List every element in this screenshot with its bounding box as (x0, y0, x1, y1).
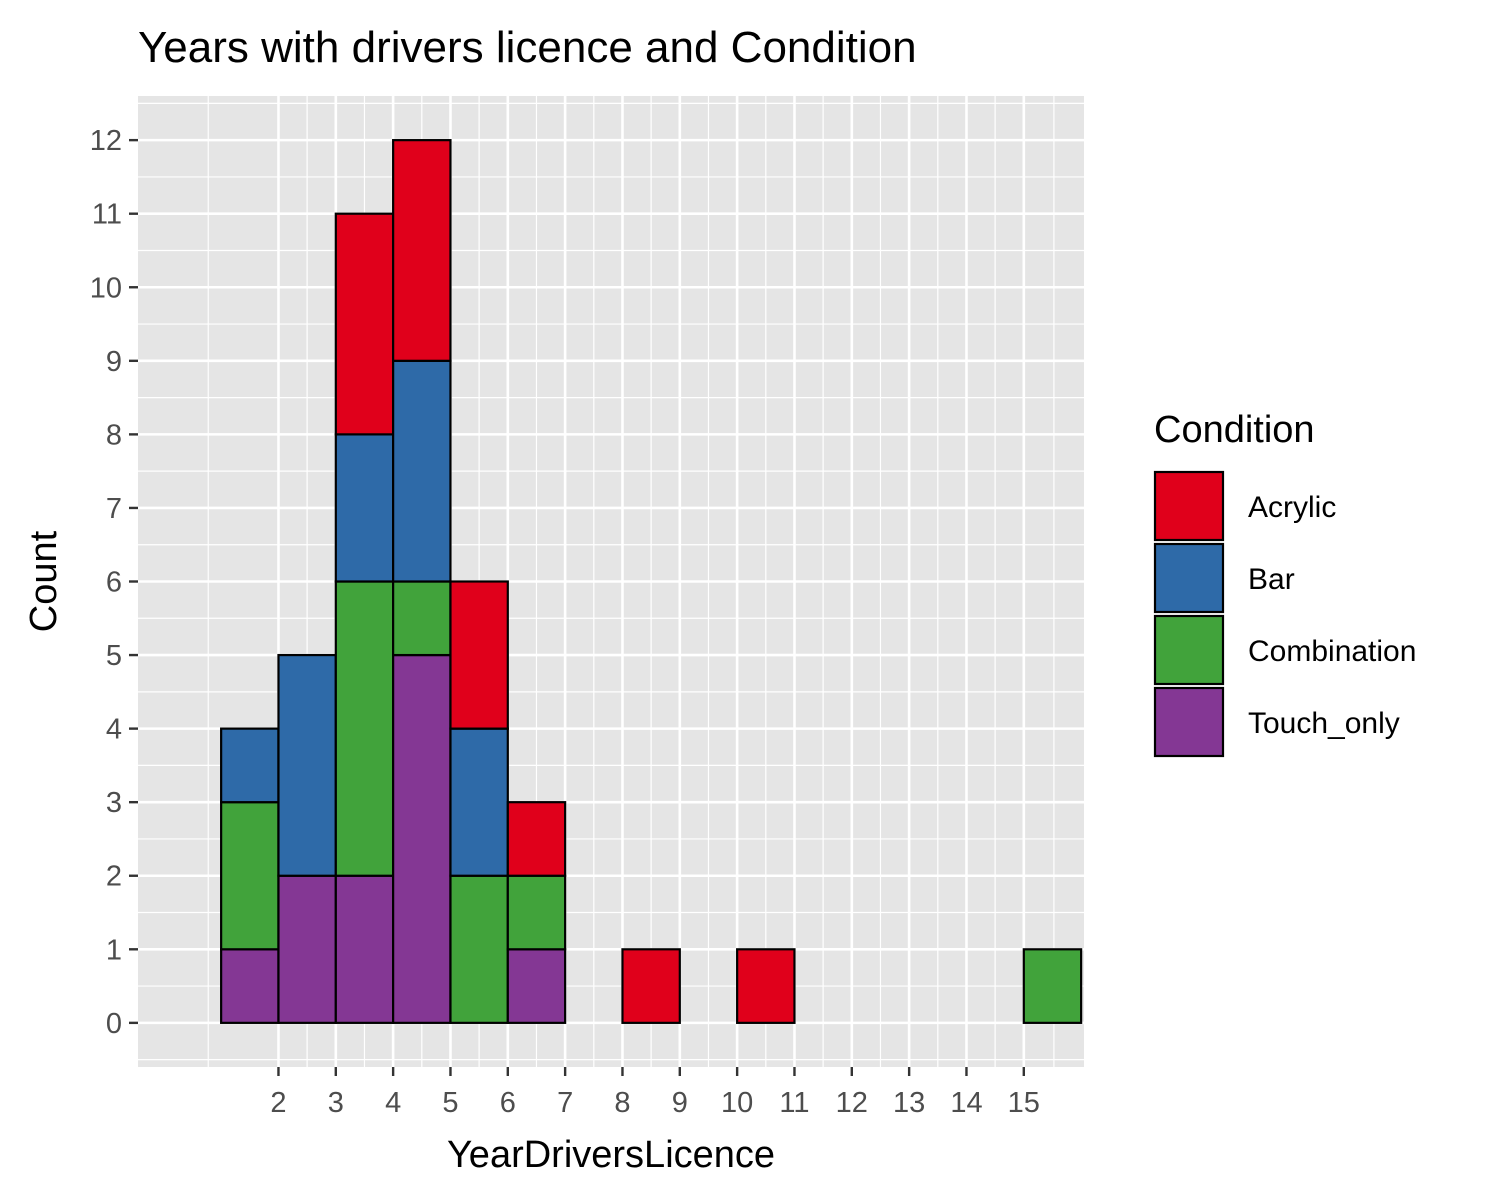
y-tick-label: 10 (90, 272, 122, 304)
bar-segment-touch-only (506, 948, 567, 1024)
bar-segment-acrylic (449, 580, 509, 730)
legend-title: Condition (1154, 409, 1315, 451)
bar-segment-acrylic (736, 948, 796, 1024)
x-tick-label: 13 (893, 1087, 925, 1119)
x-tick-label: 14 (950, 1087, 982, 1119)
x-tick-label: 4 (385, 1087, 401, 1119)
y-tick-label: 2 (106, 861, 122, 893)
y-tick-label: 11 (92, 199, 122, 231)
legend-key-acrylic (1153, 470, 1225, 542)
y-tick-label: 5 (106, 640, 122, 672)
y-tick-label: 4 (106, 714, 122, 746)
x-tick-label: 11 (779, 1087, 809, 1119)
bar-segment-bar (392, 359, 452, 583)
bar-segment-touch-only (277, 874, 337, 1024)
x-tick-label: 12 (836, 1087, 868, 1119)
legend-key-touch-only (1153, 686, 1225, 758)
legend-label: Combination (1248, 635, 1416, 668)
legend-key-combination (1153, 614, 1225, 686)
y-axis-title: Count (23, 530, 65, 632)
bar-segment-touch-only (334, 874, 395, 1024)
legend-key-bar (1153, 542, 1225, 614)
x-tick-label: 3 (328, 1087, 344, 1119)
legend-label: Bar (1248, 563, 1295, 596)
x-tick-label: 2 (270, 1087, 286, 1119)
bar-segment-combination (392, 580, 452, 657)
y-tick-label: 6 (106, 567, 122, 599)
bar-segment-combination (506, 874, 567, 951)
bar-segment-combination (449, 874, 509, 1024)
legend-label: Touch_only (1248, 707, 1400, 740)
y-tick-label: 3 (106, 787, 122, 819)
legend: Condition Acrylic Bar Combination Touch_onl… (1153, 409, 1416, 758)
x-axis: 2 3 4 5 6 7 8 9 10 11 12 13 14 15 (270, 1067, 1040, 1119)
bar-segment-acrylic (621, 948, 681, 1024)
bars (220, 139, 1083, 1024)
bar-segment-bar (220, 727, 280, 804)
y-tick-label: 9 (106, 346, 122, 378)
bar-segment-combination (220, 801, 280, 951)
x-tick-label: 10 (721, 1087, 753, 1119)
bar-segment-bar (277, 653, 337, 877)
legend-label: Acrylic (1248, 491, 1336, 524)
legend-items: Acrylic Bar Combination Touch_only (1153, 470, 1416, 758)
x-tick-label: 7 (557, 1087, 573, 1119)
y-tick-label: 0 (106, 1008, 122, 1040)
x-tick-label: 5 (442, 1087, 458, 1119)
y-tick-label: 1 (106, 934, 122, 966)
bar-segment-acrylic (334, 212, 395, 436)
bar-segment-acrylic (392, 139, 452, 362)
y-tick-label: 7 (106, 493, 122, 525)
bar-segment-combination (1022, 948, 1083, 1024)
x-tick-label: 9 (672, 1087, 688, 1119)
bar-segment-acrylic (506, 801, 567, 877)
x-axis-title: YearDriversLicence (447, 1134, 775, 1176)
bar-segment-bar (334, 433, 395, 583)
bar-segment-bar (449, 727, 509, 877)
bar-segment-touch-only (220, 948, 280, 1024)
x-tick-label: 6 (500, 1087, 516, 1119)
x-tick-label: 8 (614, 1087, 630, 1119)
bar-segment-combination (334, 580, 395, 877)
y-tick-label: 8 (106, 419, 122, 451)
x-tick-label: 15 (1008, 1087, 1040, 1119)
y-tick-label: 12 (90, 125, 122, 157)
chart-title: Years with drivers licence and Condition (138, 23, 917, 72)
bar-segment-touch-only (392, 653, 452, 1024)
